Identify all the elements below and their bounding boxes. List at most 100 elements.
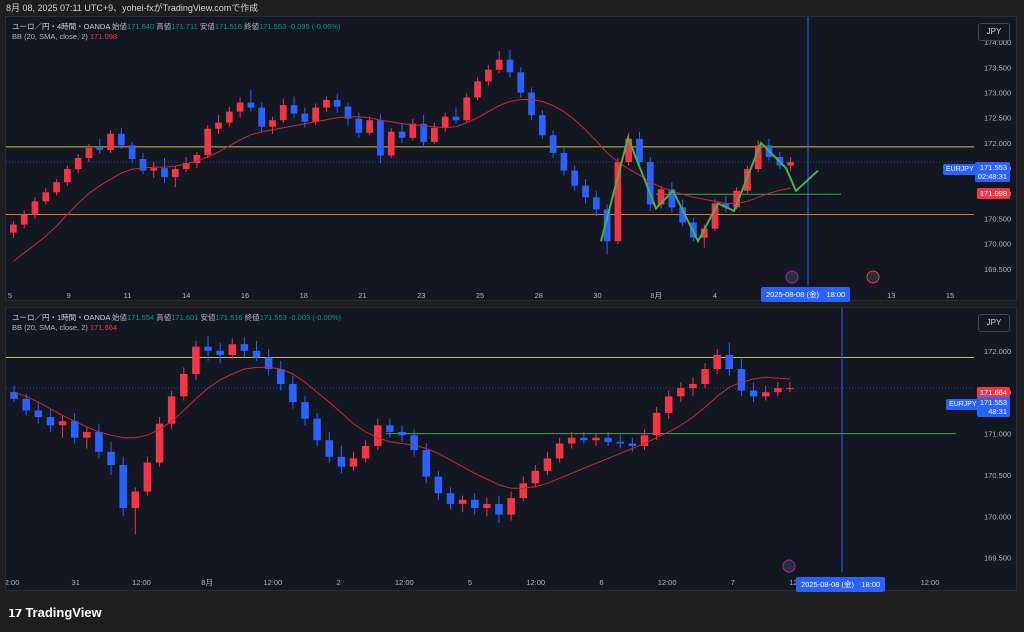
- candle-body: [679, 207, 687, 223]
- time-axis-label: 8月: [201, 578, 213, 587]
- candle-body: [517, 72, 525, 93]
- candle-body: [22, 398, 30, 411]
- candle-body: [366, 120, 373, 133]
- candle-body: [538, 115, 546, 136]
- last-price: 171.553: [979, 398, 1007, 407]
- time-axis-label: 28: [535, 291, 543, 300]
- candle-body: [323, 100, 330, 108]
- candle-body: [410, 435, 418, 451]
- candle-body: [46, 417, 55, 426]
- indicator-value: 171.664: [89, 323, 118, 332]
- price-axis-label: 170.000: [984, 240, 1011, 249]
- snapshot-header-text: 8月 08, 2025 07:11 UTC+9、yohei-fxがTrading…: [6, 3, 259, 13]
- crosshair-date-tag: 2025-08-08 (金) 18:00: [761, 287, 851, 302]
- candle-body: [431, 127, 438, 142]
- candle-body: [258, 107, 266, 127]
- candle-body: [225, 111, 233, 123]
- time-axis-label: 12:00: [6, 578, 19, 587]
- candle-body: [42, 192, 50, 202]
- candle-body: [301, 113, 309, 122]
- candle-body: [452, 116, 460, 121]
- symbol-title[interactable]: ユーロ／円・1時間・OANDA: [12, 313, 110, 322]
- candle-body: [722, 203, 730, 208]
- candle-body: [325, 440, 334, 457]
- bb-price-tag: 171.664: [976, 387, 1010, 398]
- bb-price-tag: 171.098: [976, 188, 1010, 199]
- time-axis-label: 12:00: [921, 578, 940, 587]
- candle-body: [749, 390, 758, 397]
- event-marker-icon: [782, 559, 796, 573]
- chart-pane-1h[interactable]: 172.000171.500171.000170.500170.000169.5…: [5, 307, 1017, 592]
- candle-body: [269, 120, 276, 127]
- high-label: 高値: [156, 313, 172, 322]
- event-marker-icon: [866, 270, 880, 284]
- indicator-label[interactable]: BB (20, SMA, close, 2): [12, 32, 88, 41]
- time-axis-label: 12:00: [658, 578, 677, 587]
- candle-body: [252, 350, 261, 358]
- pane-legend-1h: ユーロ／円・1時間・OANDA 始値171.554 高値171.601 安値17…: [12, 313, 341, 333]
- chart-canvas-1h[interactable]: 172.000171.500171.000170.500170.000169.5…: [6, 308, 1016, 590]
- candle-body: [337, 456, 346, 467]
- low-label: 安値: [200, 313, 216, 322]
- price-axis-label: 169.500: [984, 554, 1011, 563]
- time-axis-label: 12:00: [263, 578, 282, 587]
- time-axis-label: 31: [72, 578, 80, 587]
- currency-button[interactable]: JPY: [978, 314, 1010, 332]
- bollinger-basis-line: [13, 366, 790, 489]
- logo-text: TradingView: [25, 605, 102, 620]
- candle-body: [495, 59, 503, 70]
- chart-canvas-4h[interactable]: 174.000 173.500 173.000 172.500 172.000 171.5…: [6, 17, 1016, 300]
- candle-body: [774, 388, 782, 393]
- low-value: 171.516: [214, 22, 243, 31]
- price-axis-label: 173.000: [984, 88, 1011, 97]
- candle-body: [290, 105, 298, 114]
- time-axis-label: 25: [476, 291, 484, 300]
- chart-pane-4h[interactable]: 174.000 173.500 173.000 172.500 172.000 171.5…: [5, 16, 1017, 302]
- close-label: 終値: [244, 22, 260, 31]
- candle-body: [289, 383, 297, 403]
- candle-body: [180, 374, 188, 397]
- candle-body: [10, 224, 17, 233]
- candle-body: [301, 402, 309, 419]
- candle-body: [20, 214, 28, 225]
- candle-body: [313, 418, 321, 441]
- price-axis-label: 171.000: [984, 430, 1011, 439]
- candle-body: [161, 168, 168, 178]
- currency-button[interactable]: JPY: [978, 23, 1010, 41]
- candle-body: [463, 97, 471, 121]
- candle-body: [531, 470, 540, 484]
- last-price-tag: 171.553 48:31: [976, 397, 1010, 417]
- candle-body: [312, 107, 319, 122]
- candle-body: [215, 122, 222, 129]
- candle-body: [398, 431, 406, 436]
- bar-countdown: 48:31: [988, 407, 1007, 416]
- symbol-title[interactable]: ユーロ／円・4時間・OANDA: [12, 22, 110, 31]
- candle-body: [95, 431, 103, 452]
- candle-body: [204, 346, 212, 351]
- high-label: 高値: [156, 22, 172, 31]
- candle-body: [387, 131, 395, 156]
- candle-body: [580, 437, 588, 441]
- close-label: 終値: [244, 313, 260, 322]
- indicator-label[interactable]: BB (20, SMA, close, 2): [12, 323, 88, 332]
- snapshot-header: 8月 08, 2025 07:11 UTC+9、yohei-fxがTrading…: [0, 0, 1024, 14]
- time-axis-label: 14: [182, 291, 190, 300]
- candle-body: [96, 147, 104, 150]
- time-axis-label: 4: [713, 291, 717, 300]
- open-value: 171.554: [127, 313, 155, 322]
- candle-body: [441, 116, 449, 128]
- candle-body: [625, 138, 633, 163]
- candle-body: [131, 491, 140, 509]
- time-axis-label: 5: [8, 291, 12, 300]
- candle-body: [216, 350, 224, 355]
- price-axis-label: 172.000: [984, 347, 1011, 356]
- crosshair-date-tag: 2025-08-08 (金) 18:00: [796, 577, 886, 592]
- time-axis-label: 16: [241, 291, 249, 300]
- bollinger-basis-line: [13, 99, 791, 262]
- candle-body: [155, 423, 164, 463]
- candle-body: [10, 392, 18, 399]
- low-value: 171.516: [215, 313, 243, 322]
- price-axis-label: 170.000: [984, 512, 1011, 521]
- candle-body: [34, 410, 43, 418]
- candle-body: [549, 135, 557, 153]
